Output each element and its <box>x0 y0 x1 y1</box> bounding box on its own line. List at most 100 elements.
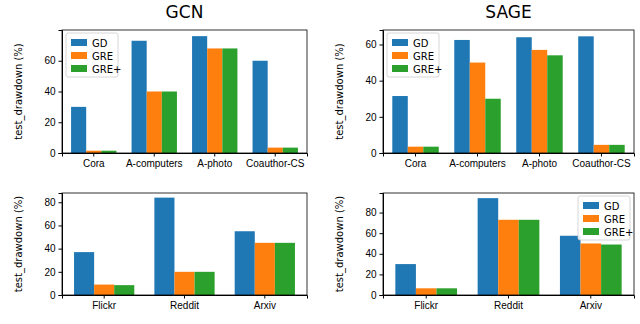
y-tick-mark <box>59 295 63 296</box>
bar <box>408 147 423 153</box>
y-axis-line <box>380 194 384 296</box>
y-axis: 0 20 40 60 80 <box>365 194 383 301</box>
y-tick-label: 40 <box>365 248 377 259</box>
y-tick: 60 <box>365 228 383 239</box>
y-axis-title: test_drawdown (%) <box>13 196 25 293</box>
x-tick-label: Cora <box>83 158 105 169</box>
bar <box>174 272 194 295</box>
y-tick-label: 20 <box>365 112 377 123</box>
x-tick-mark <box>539 153 540 157</box>
y-tick: 20 <box>44 117 62 128</box>
plot-frame <box>62 30 307 153</box>
x-tick-mark <box>477 153 478 157</box>
y-tick-mark <box>59 272 63 273</box>
bar <box>395 264 416 295</box>
y-tick: 0 <box>50 290 62 301</box>
x-tick-mark <box>104 295 105 299</box>
bar <box>519 220 540 295</box>
x-tick-mark <box>214 153 215 157</box>
x-axis-line <box>63 296 308 299</box>
legend-label: GD <box>92 38 108 49</box>
y-tick-mark <box>380 274 384 275</box>
bar <box>147 92 162 154</box>
bar <box>132 41 147 153</box>
y-tick: 40 <box>365 75 383 86</box>
x-tick: A-computers <box>449 153 506 169</box>
x-axis-line <box>63 154 308 157</box>
chart: 0204060CoraA-computersA-photoCoauthor-CS… <box>334 2 635 169</box>
legend-swatch <box>71 39 87 46</box>
y-tick: 40 <box>44 243 62 254</box>
bar <box>547 55 562 153</box>
x-axis-line <box>384 296 635 299</box>
y-axis: 0204060 <box>365 31 383 159</box>
bar <box>454 40 469 153</box>
y-tick-label: 0 <box>371 290 377 301</box>
chart: 0204060CoraA-computersA-photoCoauthor-CS… <box>13 2 308 169</box>
x-tick-mark <box>590 295 591 299</box>
x-tick: A-photo <box>522 153 557 169</box>
y-tick-label: 60 <box>44 55 56 66</box>
bar <box>498 220 519 295</box>
x-tick-mark <box>508 295 509 299</box>
x-tick: Coauthor-CS <box>246 153 305 169</box>
bar <box>532 50 547 153</box>
bar <box>192 36 207 153</box>
chart: 020406080FlickrRedditArxivtest_drawdown … <box>13 193 308 311</box>
x-tick-mark <box>415 153 416 157</box>
bars <box>71 36 298 153</box>
y-tick-label: 80 <box>365 207 377 218</box>
y-tick-mark <box>380 213 384 214</box>
bar <box>94 285 114 295</box>
y-tick-mark <box>380 153 384 154</box>
legend: GD GRE GRE+ <box>578 196 633 240</box>
y-tick-mark <box>59 249 63 250</box>
bar <box>154 198 174 295</box>
y-tick: 40 <box>44 86 62 97</box>
legend-swatch <box>583 228 599 235</box>
x-tick: Cora <box>405 153 427 169</box>
y-tick: 60 <box>44 220 62 231</box>
y-tick: 0 <box>371 148 383 159</box>
bar <box>207 48 222 153</box>
bar <box>578 36 593 153</box>
y-tick: 20 <box>365 112 383 123</box>
x-tick-label: Coauthor-CS <box>246 158 305 169</box>
y-tick-label: 40 <box>44 243 56 254</box>
y-tick: 80 <box>44 197 62 208</box>
x-tick: Arxiv <box>580 295 602 311</box>
x-tick-label: Arxiv <box>254 300 276 311</box>
y-tick-label: 20 <box>44 267 56 278</box>
y-axis-title: test_drawdown (%) <box>334 196 346 293</box>
bar <box>609 145 624 153</box>
plot-frame <box>383 193 634 295</box>
x-tick: Flickr <box>414 295 439 311</box>
y-tick-mark <box>380 233 384 234</box>
y-tick-label: 20 <box>365 269 377 280</box>
chart-title: SAGE <box>485 2 531 22</box>
legend-item: GRE <box>583 214 625 225</box>
bar <box>516 37 531 153</box>
x-tick-label: A-computers <box>126 158 183 169</box>
y-tick-label: 0 <box>50 290 56 301</box>
legend-item: GRE+ <box>583 227 633 238</box>
bar <box>71 107 86 153</box>
bars <box>74 198 295 295</box>
x-tick: Reddit <box>494 295 523 311</box>
y-axis: 0 20 40 60 <box>44 31 62 159</box>
bar <box>436 288 457 295</box>
x-tick-label: Cora <box>405 158 427 169</box>
y-tick-mark <box>59 202 63 203</box>
y-tick-label: 40 <box>44 86 56 97</box>
y-tick: 0 <box>50 148 62 159</box>
bar <box>392 96 407 153</box>
y-tick: 80 <box>365 207 383 218</box>
x-axis: Flickr Reddit Arxiv <box>384 295 635 311</box>
y-axis: 0 20 40 60 80 <box>44 194 62 301</box>
legend-swatch <box>71 65 87 72</box>
y-axis-line <box>380 31 384 154</box>
x-tick-label: A-computers <box>449 158 506 169</box>
x-axis: CoraA-computersA-photoCoauthor-CS <box>63 153 308 169</box>
bar <box>162 92 177 154</box>
legend-label: GD <box>604 201 620 212</box>
